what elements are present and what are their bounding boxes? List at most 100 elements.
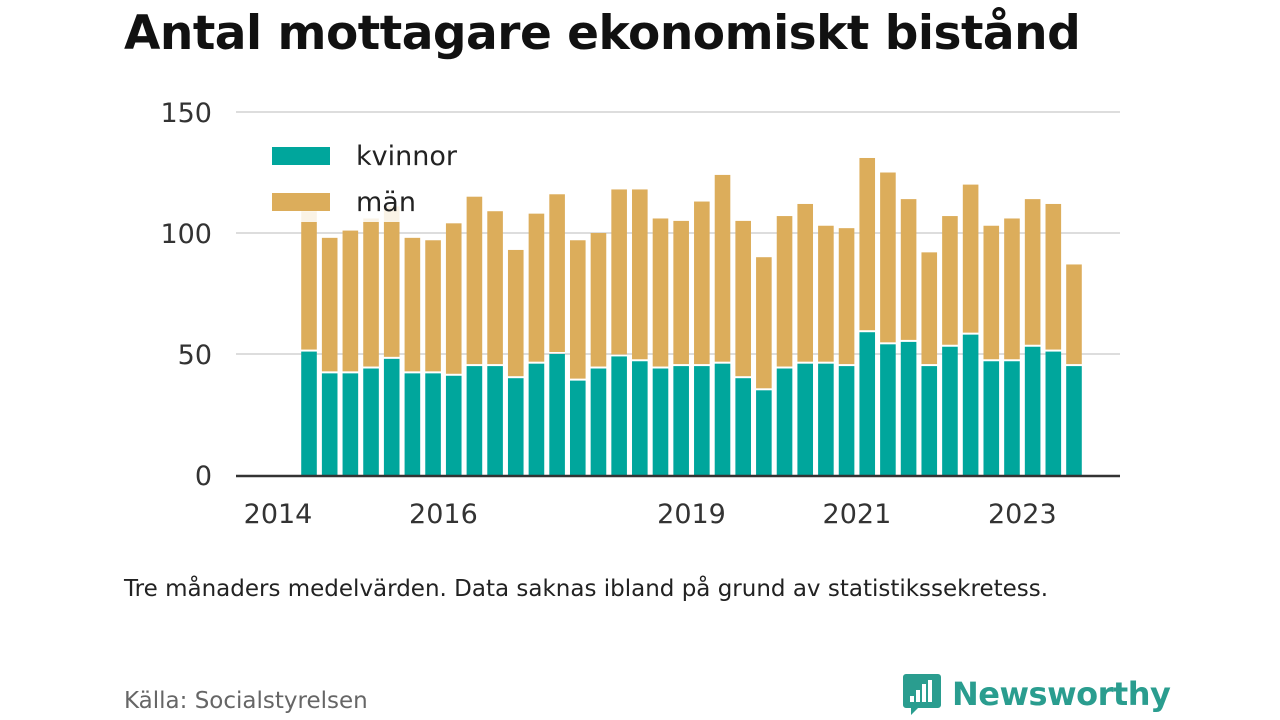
newsworthy-logo-icon bbox=[903, 674, 941, 715]
stacked-bar-chart: 0 50 100 150 2014 2016 2019 2021 2023 kvinnor m… bbox=[160, 98, 1120, 530]
bar-man-2014-Q3 bbox=[321, 237, 338, 372]
bar-man-2015-Q1 bbox=[363, 218, 379, 367]
bar-kvinnor-2023-Q2 bbox=[1045, 351, 1062, 475]
bar-kvinnor-2017-Q2 bbox=[549, 354, 565, 475]
bar-man-2021-Q4 bbox=[921, 252, 938, 365]
bar-kvinnor-2017-Q4 bbox=[590, 368, 607, 475]
legend-swatch-kvinnor bbox=[272, 147, 330, 165]
bar-man-2023-Q2 bbox=[1045, 203, 1062, 350]
bar-kvinnor-2014-Q2 bbox=[301, 351, 317, 475]
bar-man-2015-Q2 bbox=[383, 206, 400, 357]
x-tick-label: 2021 bbox=[823, 499, 892, 530]
bar-kvinnor-2016-Q1 bbox=[445, 375, 462, 475]
bar-kvinnor-2022-Q2 bbox=[962, 334, 979, 475]
chart-title: Antal mottagare ekonomiskt bistånd bbox=[124, 6, 1081, 61]
bars bbox=[301, 157, 1082, 475]
bar-kvinnor-2020-Q2 bbox=[797, 363, 814, 475]
bar-kvinnor-2014-Q3 bbox=[321, 373, 338, 475]
bar-man-2016-Q4 bbox=[507, 249, 524, 377]
bar-kvinnor-2016-Q3 bbox=[487, 366, 503, 475]
legend: kvinnor män bbox=[250, 124, 458, 222]
bar-kvinnor-2018-Q4 bbox=[673, 366, 689, 475]
bar-man-2023-Q3 bbox=[1066, 264, 1082, 365]
bar-man-2020-Q3 bbox=[818, 225, 834, 362]
y-tick-label: 50 bbox=[178, 340, 212, 371]
bar-kvinnor-2019-Q1 bbox=[694, 366, 710, 475]
bar-kvinnor-2019-Q3 bbox=[735, 378, 751, 475]
y-tick-label: 100 bbox=[160, 219, 212, 250]
bar-kvinnor-2014-Q4 bbox=[342, 373, 359, 475]
bar-man-2017-Q1 bbox=[528, 213, 545, 362]
y-tick-labels: 0 50 100 150 bbox=[160, 98, 212, 492]
bar-kvinnor-2020-Q4 bbox=[838, 366, 855, 475]
legend-swatch-man bbox=[272, 193, 330, 211]
bar-kvinnor-2021-Q2 bbox=[880, 344, 896, 475]
bar-kvinnor-2016-Q4 bbox=[507, 378, 524, 475]
bar-kvinnor-2022-Q3 bbox=[983, 361, 1000, 475]
bar-man-2017-Q3 bbox=[569, 240, 586, 379]
bar-kvinnor-2021-Q4 bbox=[921, 366, 938, 475]
bar-man-2019-Q2 bbox=[714, 174, 731, 362]
bar-kvinnor-2023-Q1 bbox=[1024, 346, 1041, 475]
bar-kvinnor-2020-Q3 bbox=[818, 363, 834, 475]
legend-label-kvinnor: kvinnor bbox=[356, 141, 458, 172]
bar-kvinnor-2018-Q2 bbox=[632, 361, 648, 475]
bar-man-2016-Q3 bbox=[487, 211, 503, 365]
bar-man-2014-Q2 bbox=[301, 211, 317, 350]
bar-kvinnor-2015-Q4 bbox=[425, 373, 441, 475]
bar-man-2022-Q1 bbox=[942, 216, 958, 345]
bar-man-2019-Q1 bbox=[694, 201, 710, 365]
bar-kvinnor-2015-Q3 bbox=[404, 373, 421, 475]
bar-man-2017-Q2 bbox=[549, 194, 565, 352]
bar-kvinnor-2022-Q4 bbox=[1004, 361, 1020, 475]
bar-man-2016-Q2 bbox=[466, 196, 483, 365]
bar-man-2021-Q2 bbox=[880, 172, 896, 343]
brand-name: Newsworthy bbox=[952, 675, 1171, 713]
y-tick-label: 0 bbox=[195, 461, 212, 492]
x-tick-label: 2016 bbox=[409, 499, 478, 530]
legend-label-man: män bbox=[356, 187, 416, 218]
bar-man-2014-Q4 bbox=[342, 230, 359, 372]
bar-man-2015-Q3 bbox=[404, 237, 421, 372]
bar-man-2022-Q2 bbox=[962, 184, 979, 333]
bar-kvinnor-2017-Q3 bbox=[569, 380, 586, 475]
bar-kvinnor-2015-Q1 bbox=[363, 368, 379, 475]
bar-kvinnor-2019-Q4 bbox=[756, 390, 772, 475]
bar-kvinnor-2016-Q2 bbox=[466, 366, 483, 475]
bar-man-2020-Q4 bbox=[838, 228, 855, 365]
x-tick-label: 2023 bbox=[988, 499, 1057, 530]
x-tick-label: 2014 bbox=[244, 499, 313, 530]
bar-man-2017-Q4 bbox=[590, 233, 607, 367]
bar-man-2019-Q3 bbox=[735, 220, 751, 377]
bar-kvinnor-2018-Q3 bbox=[652, 368, 669, 475]
bar-man-2020-Q2 bbox=[797, 203, 814, 362]
y-tick-label: 150 bbox=[160, 98, 212, 129]
bar-kvinnor-2022-Q1 bbox=[942, 346, 958, 475]
bar-man-2018-Q3 bbox=[652, 218, 669, 367]
bar-man-2018-Q4 bbox=[673, 220, 689, 365]
bar-man-2023-Q1 bbox=[1024, 199, 1041, 345]
bar-man-2022-Q3 bbox=[983, 225, 1000, 360]
bar-man-2020-Q1 bbox=[776, 216, 793, 367]
bar-man-2018-Q1 bbox=[611, 189, 627, 355]
source-label: Källa: Socialstyrelsen bbox=[124, 688, 368, 714]
x-tick-labels: 2014 2016 2019 2021 2023 bbox=[244, 499, 1057, 530]
bar-kvinnor-2018-Q1 bbox=[611, 356, 627, 475]
chart-note: Tre månaders medelvärden. Data saknas ib… bbox=[124, 576, 1049, 602]
bar-kvinnor-2021-Q3 bbox=[900, 341, 917, 475]
bar-man-2021-Q3 bbox=[900, 199, 917, 340]
bar-man-2016-Q1 bbox=[445, 223, 462, 374]
x-tick-label: 2019 bbox=[657, 499, 726, 530]
bar-kvinnor-2019-Q2 bbox=[714, 363, 731, 475]
bar-man-2022-Q4 bbox=[1004, 218, 1020, 360]
bar-man-2018-Q2 bbox=[632, 189, 648, 360]
bar-man-2021-Q1 bbox=[859, 157, 876, 331]
bar-kvinnor-2015-Q2 bbox=[383, 358, 400, 475]
bar-man-2019-Q4 bbox=[756, 257, 772, 389]
bar-kvinnor-2017-Q1 bbox=[528, 363, 545, 475]
bar-kvinnor-2021-Q1 bbox=[859, 332, 876, 475]
brand-logo: Newsworthy bbox=[902, 672, 1171, 716]
bar-kvinnor-2020-Q1 bbox=[776, 368, 793, 475]
bar-kvinnor-2023-Q3 bbox=[1066, 366, 1082, 475]
bar-man-2015-Q4 bbox=[425, 240, 441, 372]
